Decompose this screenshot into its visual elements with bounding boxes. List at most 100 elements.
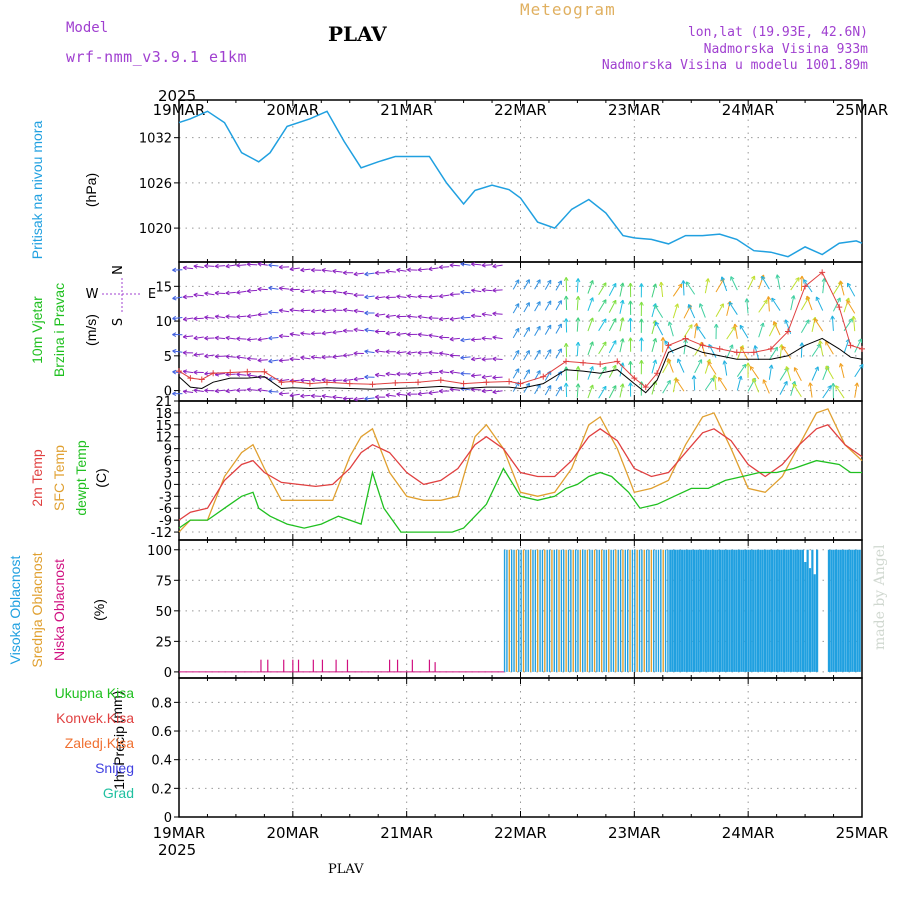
wind-arrow-head (799, 342, 803, 347)
wind-arrow-head (353, 399, 358, 402)
wind-arrow-head (565, 382, 569, 387)
wind-arrow (767, 296, 770, 312)
wind-arrow (761, 276, 770, 290)
wind-arrow-head (246, 263, 251, 267)
wind-arrow-head (268, 264, 273, 268)
wind-arrow-head (655, 359, 658, 364)
wind-arrow (215, 315, 226, 319)
y-tick-label: 0.4 (151, 754, 172, 769)
mid-cloud-axis-label: Srednja Oblacnost (29, 552, 45, 667)
wind-arrow-head (406, 350, 411, 354)
legend-frz-precip: Zaledj.Kisa (64, 735, 134, 751)
wind-arrow-head (172, 391, 177, 395)
wind-arrow (300, 289, 311, 292)
wind-arrow-head (806, 295, 811, 300)
wind-arrow-head (654, 304, 659, 308)
wind-arrow (700, 341, 706, 357)
wind-arrow (268, 287, 279, 290)
wind-arrow-head (492, 391, 497, 395)
y-tick-label: 12 (155, 431, 172, 446)
wind-arrow-head (204, 390, 209, 393)
wind-arrow-head (639, 337, 642, 342)
wind-arrow (715, 278, 725, 293)
wind-arrow-head (407, 314, 412, 317)
wind-arrow-head (364, 329, 369, 333)
wind-arrow-head (639, 318, 642, 323)
wind-arrow-head (720, 276, 723, 281)
sfctemp-axis-label: SFC Temp (51, 445, 67, 511)
wind-arrow-head (766, 296, 769, 301)
wind-arrow-head (193, 354, 198, 357)
wind-arrow (172, 350, 183, 353)
wind-arrow-head (525, 350, 530, 353)
wind-arrow (332, 270, 343, 273)
wind-arrow (523, 369, 530, 380)
wind-arrow (289, 379, 300, 382)
wind-arrow (825, 365, 834, 380)
wind-arrow-head (602, 385, 607, 389)
wind-arrow-head (172, 315, 177, 320)
temp2m-axis-label: 2m Temp (29, 449, 45, 507)
wind-arrow-head (667, 358, 672, 362)
wind-arrow-head (685, 339, 688, 344)
wind-arrow-head (449, 318, 454, 322)
wind-arrow-head (343, 307, 348, 311)
wind-arrow-head (471, 261, 476, 265)
wind-arrow (747, 275, 756, 290)
wind-arrow-head (577, 296, 581, 301)
wind-arrow (236, 356, 247, 359)
wind-arrow (662, 380, 671, 394)
wind-arrow-head (696, 325, 701, 329)
gust-marker (563, 358, 570, 365)
y-tick-label: 100 (147, 544, 172, 559)
wind-arrow (428, 351, 439, 355)
wind-arrow-head (342, 377, 347, 382)
wind-arrow-head (204, 263, 209, 267)
wind-arrow-head (247, 316, 252, 319)
wind-arrow-head (257, 339, 262, 342)
wind-arrow-head (172, 371, 177, 375)
wind-arrow-head (183, 369, 188, 372)
wind-arrow-head (602, 341, 607, 345)
wind-arrow (417, 392, 428, 395)
wind-arrow-head (300, 269, 305, 273)
wind-arrow-head (236, 314, 241, 318)
wind-arrow (471, 374, 482, 377)
wind-arrow (523, 302, 530, 313)
wind-arrow-head (396, 314, 401, 318)
wind-arrow-head (471, 313, 476, 317)
wind-arrow (651, 338, 657, 353)
y-tick-label: 18 (155, 407, 172, 422)
wind-arrow-head (268, 389, 273, 392)
wind-arrow-head (204, 337, 209, 341)
wind-arrow-head (460, 337, 465, 341)
wind-arrow (523, 382, 530, 393)
gust-marker (346, 380, 353, 387)
wind-arrow-head (592, 366, 594, 371)
wind-arrow-head (321, 269, 326, 273)
wind-arrow (598, 318, 607, 332)
wind-arrow-head (622, 338, 625, 343)
wind-arrow (321, 331, 332, 335)
wind-arrow-head (246, 290, 252, 294)
wind-arrow (311, 356, 322, 359)
wind-arrow (375, 313, 386, 316)
wind-arrow-head (795, 277, 800, 280)
wind-arrow-head (182, 390, 187, 395)
wind-arrow-head (204, 315, 209, 318)
wind-arrow-head (204, 388, 209, 391)
wind-arrow-head (396, 294, 401, 297)
wind-arrow (825, 341, 834, 355)
wind-arrow (534, 384, 541, 395)
wind-arrow-head (236, 373, 241, 377)
wind-arrow-head (236, 316, 241, 320)
wind-arrow (279, 392, 290, 395)
wind-arrow-head (793, 383, 798, 387)
wind-arrow-head (332, 380, 337, 383)
wind-arrow (811, 366, 819, 381)
wind-arrow (247, 289, 258, 292)
wind-arrow-head (321, 310, 326, 314)
wind-arrow-head (831, 315, 835, 320)
wind-arrow-head (310, 269, 315, 273)
wind-arrow-head (728, 301, 733, 305)
